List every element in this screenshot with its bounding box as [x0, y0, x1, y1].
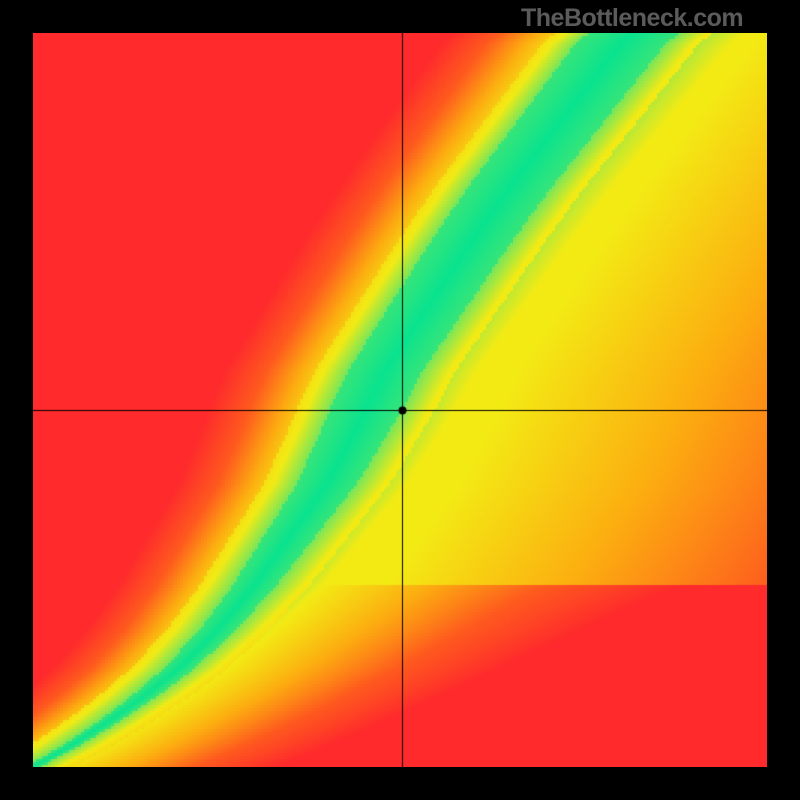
bottleneck-heatmap [33, 33, 767, 767]
watermark-text: TheBottleneck.com [521, 4, 743, 33]
